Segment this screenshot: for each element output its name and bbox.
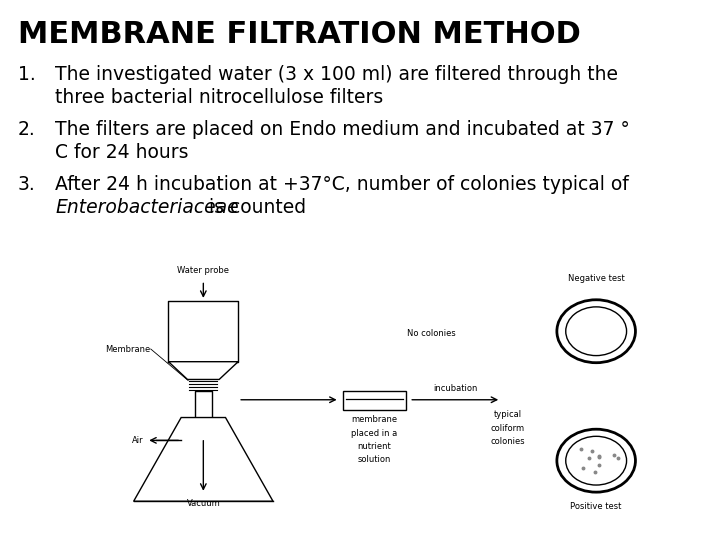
Text: MEMBRANE FILTRATION METHOD: MEMBRANE FILTRATION METHOD	[18, 20, 581, 49]
Text: is counted: is counted	[203, 198, 306, 217]
Text: 3.: 3.	[18, 175, 36, 194]
Text: The filters are placed on Endo medium and incubated at 37 °: The filters are placed on Endo medium an…	[55, 120, 630, 139]
Text: 2.: 2.	[18, 120, 36, 139]
Text: 1.: 1.	[18, 65, 36, 84]
Text: Enterobacteriaceae: Enterobacteriaceae	[55, 198, 238, 217]
Text: After 24 h incubation at +37°C, number of colonies typical of: After 24 h incubation at +37°C, number o…	[55, 175, 629, 194]
Text: three bacterial nitrocellulose filters: three bacterial nitrocellulose filters	[55, 88, 383, 107]
Text: C for 24 hours: C for 24 hours	[55, 143, 189, 162]
Text: The investigated water (3 x 100 ml) are filtered through the: The investigated water (3 x 100 ml) are …	[55, 65, 618, 84]
